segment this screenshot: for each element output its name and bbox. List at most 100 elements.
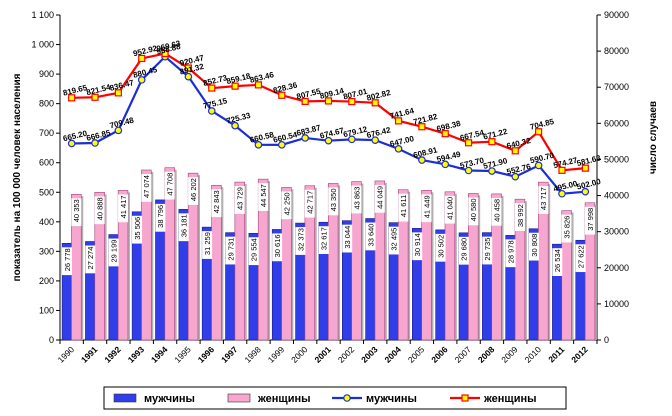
y-left-tick-label: 0	[49, 335, 54, 345]
line-women-point	[231, 82, 239, 90]
bar-value-label-group: 32 373	[295, 227, 306, 255]
bar-value-label-group: 36 181	[178, 213, 189, 242]
bar-women	[327, 183, 339, 341]
bar-value-label: 31 259	[203, 232, 212, 255]
y-left-tick-label: 1 100	[31, 10, 54, 20]
x-tick-label: 2006	[429, 344, 450, 365]
line-women-point	[301, 97, 309, 106]
bar-value-label-group: 29 731	[225, 236, 236, 265]
legend-label: мужчины	[366, 393, 417, 405]
bar-value-label-bg	[118, 194, 129, 223]
bar-value-label: 33 640	[366, 224, 375, 247]
bar-value-label-bg	[202, 231, 213, 259]
line-women-point	[254, 81, 263, 89]
line-men-point	[534, 161, 543, 170]
bar-value-label-bg	[258, 183, 269, 211]
bar-value-label: 44 049	[376, 186, 385, 209]
x-tick-label: 2000	[289, 344, 310, 365]
bar-women	[304, 185, 316, 341]
bar-value-label: 40 580	[469, 198, 478, 221]
bar-value-label-group: 42 717	[304, 189, 315, 218]
bar-value-label: 27 622	[576, 245, 585, 268]
bar-women	[211, 184, 222, 341]
bar-value-label: 44 547	[259, 184, 268, 207]
x-tick-label: 2008	[476, 344, 497, 365]
bar-value-label-bg	[505, 239, 516, 268]
bar-value-label-group: 35 826	[561, 214, 572, 243]
bar-value-label-bg	[178, 213, 189, 242]
line-women-point	[511, 147, 519, 155]
bar-value-label: 41 449	[422, 195, 431, 218]
bar-value-label: 29 554	[250, 238, 259, 261]
y-left-tick-label: 100	[39, 305, 54, 315]
line-women-point	[558, 166, 566, 174]
y-right-tick-label: 50000	[604, 154, 629, 164]
line-men-point	[324, 136, 333, 145]
bar-value-label-group: 30 616	[272, 233, 283, 262]
bar-value-label-group: 47 074	[141, 174, 152, 202]
bar-value-label-bg	[248, 237, 259, 266]
bar-value-label-bg	[538, 186, 549, 214]
bar-value-label-group: 43 350	[328, 187, 339, 216]
y-left-tick-label: 600	[39, 158, 54, 168]
bar-value-label-group: 29 735	[482, 236, 493, 265]
bar-value-label-group: 41 040	[444, 195, 455, 224]
bar-value-label-bg	[71, 198, 82, 227]
bar-value-label-bg	[85, 245, 96, 274]
bar-value-label-bg	[318, 226, 329, 255]
line-men-point	[558, 189, 566, 198]
x-tick-label: 2002	[336, 344, 357, 365]
line-women-point	[418, 123, 426, 131]
y-left-tick-label: 1 000	[31, 40, 54, 50]
bar-value-label: 26 534	[553, 249, 562, 272]
bar-value-label-group: 27 274	[85, 245, 96, 274]
line-men-point	[137, 76, 146, 84]
line-men-point	[278, 141, 286, 149]
line-men-point	[91, 139, 99, 147]
bar-value-label-group: 33 044	[342, 224, 353, 253]
x-tick-label: 1993	[126, 344, 147, 365]
bar-value-label: 40 353	[72, 199, 81, 222]
line-women-point	[68, 94, 76, 102]
legend-label: мужчины	[144, 393, 195, 405]
bar-women	[421, 190, 432, 341]
line-women-point	[114, 89, 122, 97]
bar-value-label: 41 417	[119, 195, 128, 218]
bar-value-label: 42 717	[306, 191, 315, 214]
bar-value-label-bg	[328, 187, 339, 216]
line-women-point	[371, 99, 379, 107]
bar-women	[468, 193, 479, 341]
bar-value-label: 29 680	[460, 238, 469, 261]
legend: мужчины женщины мужчины женщины	[103, 386, 567, 410]
line-men-point	[581, 187, 590, 196]
bar-value-label: 32 373	[296, 228, 305, 251]
bar-value-label: 38 796	[156, 205, 165, 228]
bar-value-label-group: 40 353	[71, 198, 82, 227]
bar-value-label-group: 26 534	[552, 248, 563, 276]
y-left-tick-label: 200	[39, 276, 54, 286]
bar-value-label: 27 274	[86, 247, 95, 270]
line-men-point	[488, 167, 496, 175]
bar-value-label-group: 43 717	[538, 186, 549, 214]
y-right-tick-label: 90000	[604, 10, 629, 20]
x-tick-label: 1997	[219, 344, 240, 365]
x-tick-label: 1998	[242, 344, 263, 365]
y-left-tick-label: 500	[39, 187, 54, 197]
y-left-tick-label: 900	[39, 69, 54, 79]
bar-value-label-group: 40 458	[491, 197, 502, 226]
line-women-point	[535, 128, 543, 136]
bar-value-label-bg	[272, 233, 283, 262]
x-tick-label: 1999	[266, 344, 287, 365]
bar-value-label-bg	[584, 206, 595, 235]
bar-value-label: 35 826	[562, 216, 571, 239]
y-right-tick-label: 0	[604, 335, 609, 345]
bar-value-label-bg	[304, 189, 315, 218]
bar-value-label-bg	[444, 195, 455, 224]
y-right-tick-label: 80000	[604, 46, 629, 56]
y-right-tick-label: 40000	[604, 191, 629, 201]
bar-value-label-group: 32 495	[388, 226, 399, 255]
line-women-point	[324, 97, 333, 105]
bar-value-label-group: 30 502	[435, 233, 446, 262]
bar-women	[398, 189, 409, 341]
bar-value-label: 38 992	[516, 204, 525, 227]
